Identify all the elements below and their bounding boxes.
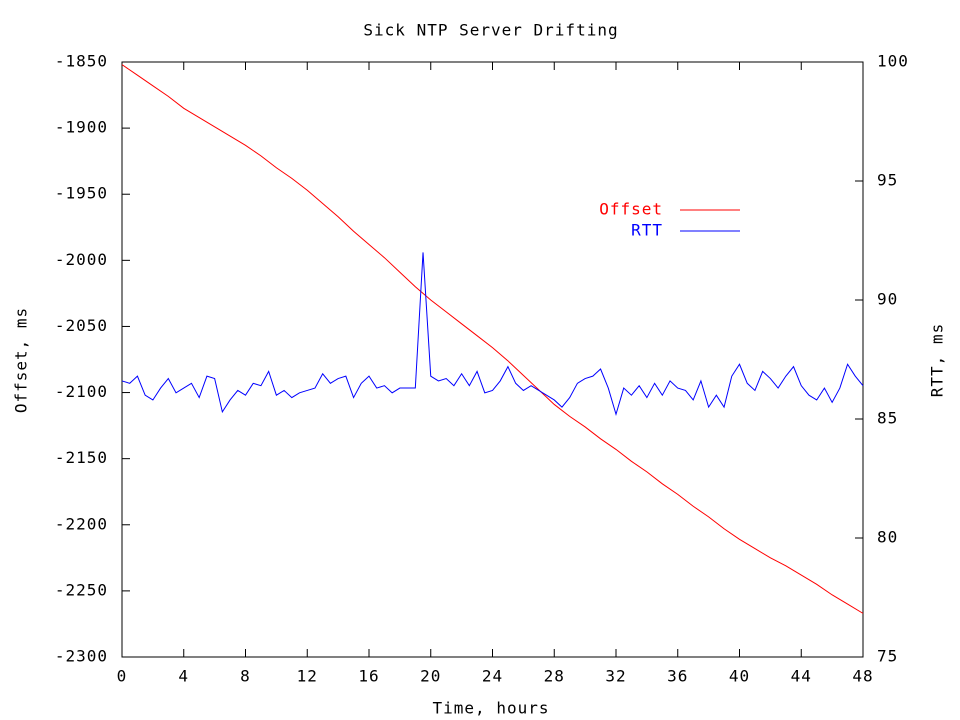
x-axis-label: Time, hours (433, 699, 550, 718)
chart-title: Sick NTP Server Drifting (363, 21, 618, 40)
y-tick-label: -2150 (55, 448, 108, 467)
x-tick-label: 16 (358, 667, 379, 686)
x-tick-label: 44 (791, 667, 812, 686)
y2-tick-label: 95 (877, 171, 898, 190)
legend-label: Offset (599, 200, 663, 219)
x-tick-label: 20 (420, 667, 441, 686)
legend-label: RTT (631, 221, 663, 240)
y-tick-label: -1950 (55, 184, 108, 203)
x-tick-label: 36 (667, 667, 688, 686)
x-tick-label: 32 (605, 667, 626, 686)
y2-tick-label: 100 (877, 52, 909, 71)
y2-axis-label: RTT, ms (928, 323, 947, 397)
y-tick-label: -1850 (55, 52, 108, 71)
x-tick-label: 0 (117, 667, 128, 686)
series-line (121, 252, 864, 417)
y-tick-label: -2200 (55, 514, 108, 533)
x-tick-label: 12 (297, 667, 318, 686)
y-tick-label: -2050 (55, 316, 108, 335)
y-tick-label: -2100 (55, 382, 108, 401)
y2-tick-label: 80 (877, 528, 898, 547)
y2-tick-label: 85 (877, 409, 898, 428)
x-tick-label: 24 (482, 667, 503, 686)
y-axis-label: Offset, ms (12, 307, 31, 413)
y-tick-label: -2000 (55, 250, 108, 269)
y-tick-label: -2300 (55, 647, 108, 666)
y2-tick-label: 75 (877, 647, 898, 666)
x-tick-label: 8 (240, 667, 251, 686)
series-line (121, 64, 864, 614)
x-tick-label: 48 (852, 667, 873, 686)
plot-frame (121, 61, 864, 658)
y2-tick-label: 90 (877, 290, 898, 309)
x-tick-label: 28 (544, 667, 565, 686)
x-tick-label: 4 (178, 667, 189, 686)
x-tick-label: 40 (729, 667, 750, 686)
y-tick-label: -2250 (55, 580, 108, 599)
y-tick-label: -1900 (55, 118, 108, 137)
